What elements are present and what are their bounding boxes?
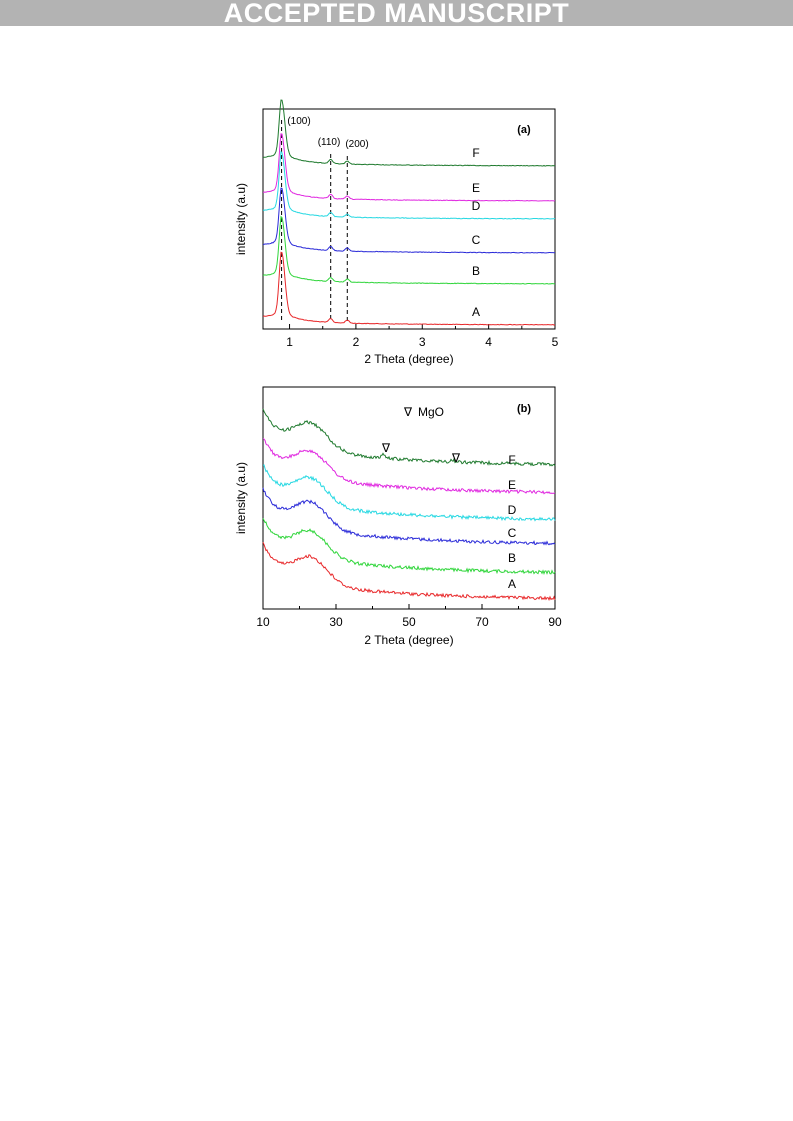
series-label-a-b: B [472,264,480,278]
series-label-b-a: A [508,577,516,591]
series-label-b-b: B [508,551,516,565]
mgo-legend-label: MgO [418,405,444,419]
peak-label-a: (200) [345,139,368,150]
series-line-b-a [262,542,556,602]
series-line-a-b [262,215,556,285]
x-tick-label-b: 50 [402,615,416,629]
banner: ACCEPTED MANUSCRIPT [0,0,793,28]
x-tick-label-a: 4 [485,335,492,349]
banner-text: ACCEPTED MANUSCRIPT [223,0,570,28]
panel-a: 1 2 3 4 5 2 Theta (degree) intensity (a.u) A B C D… [234,99,559,366]
mgo-marker: ∇ [381,441,391,455]
series-line-a-f [262,99,556,167]
y-axis-title-a: intensity (a.u) [234,183,248,255]
panel-label-a: (a) [517,124,531,136]
mgo-marker: ∇ [451,451,461,465]
series-line-b-e [262,438,556,495]
series-label-b-c: C [508,526,517,540]
y-axis-title-b: intensity (a.u) [234,462,248,534]
x-tick-label-b: 70 [475,615,489,629]
series-label-a-c: C [472,233,481,247]
series-label-b-e: E [508,478,516,492]
series-line-a-c [262,187,556,254]
x-axis-title-b: 2 Theta (degree) [364,633,453,647]
panel-label-b: (b) [517,403,531,415]
series-label-a-a: A [472,305,480,319]
peak-label-a: (110) [318,137,341,148]
series-line-b-b [262,518,556,576]
x-tick-label-a: 5 [552,335,559,349]
x-tick-label-a: 3 [419,335,426,349]
series-line-a-d [262,150,556,220]
x-tick-label-b: 10 [256,615,270,629]
x-tick-label-b: 30 [329,615,343,629]
series-line-a-a [262,251,556,326]
panel-b: 10 30 50 70 90 2 Theta (degree) intensity (a.u… [234,386,562,647]
x-tick-label-a: 1 [286,335,293,349]
series-line-b-f [262,408,556,467]
peak-label-a: (100) [287,116,310,127]
x-tick-label-a: 2 [353,335,360,349]
series-label-b-f: F [508,453,515,467]
x-axis-title-a: 2 Theta (degree) [364,352,453,366]
mgo-symbol: ∇ [403,405,413,419]
x-tick-label-b: 90 [548,615,562,629]
series-label-b-d: D [508,503,517,517]
series-line-b-c [262,487,556,546]
series-label-a-d: D [472,199,481,213]
series-line-b-d [262,464,556,522]
series-label-a-f: F [472,146,479,160]
series-line-a-e [263,133,556,202]
series-label-a-e: E [472,181,480,195]
